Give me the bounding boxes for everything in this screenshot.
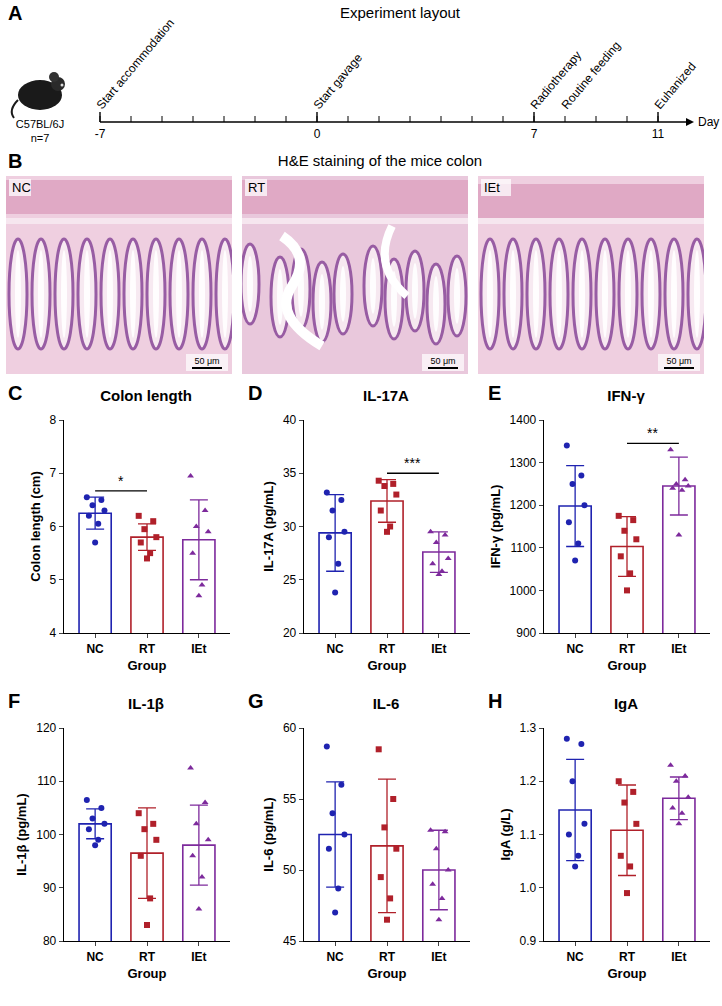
svg-text:IL-1β: IL-1β [128,695,164,712]
svg-text:NC: NC [326,950,344,964]
svg-text:5: 5 [50,573,57,587]
svg-text:8: 8 [50,413,57,427]
svg-text:Group: Group [608,966,647,981]
svg-text:110: 110 [37,774,56,788]
svg-text:11: 11 [652,127,665,141]
svg-text:Colon length: Colon length [100,387,192,404]
svg-text:IEt: IEt [671,642,686,656]
svg-text:900: 900 [516,626,536,640]
svg-text:1.3: 1.3 [520,721,537,735]
svg-text:IEt: IEt [191,950,206,964]
html-text:C: C [8,382,23,404]
svg-text:Colon length (cm): Colon length (cm) [28,471,43,582]
html-text:G: G [248,690,264,712]
svg-text:C57BL/6J: C57BL/6J [16,118,64,130]
svg-text:NC: NC [86,642,104,656]
svg-text:1000: 1000 [510,584,537,598]
svg-text:50 μm: 50 μm [666,356,691,366]
svg-text:Routine feeding: Routine feeding [559,39,624,112]
svg-text:7: 7 [50,466,57,480]
svg-text:0: 0 [314,127,321,141]
html-text:A: A [8,2,23,24]
svg-text:RT: RT [379,642,396,656]
svg-text:1300: 1300 [510,456,537,470]
svg-text:Start accommodation: Start accommodation [94,16,178,112]
svg-text:-7: -7 [95,127,106,141]
svg-text:NC: NC [326,642,344,656]
html-text:H: H [488,690,503,712]
svg-text:RT: RT [619,950,636,964]
svg-text:IEt: IEt [431,642,446,656]
svg-text:100: 100 [36,828,56,842]
svg-text:30: 30 [283,520,297,534]
svg-text:*: * [118,473,124,489]
svg-text:Day: Day [698,115,719,129]
svg-text:Group: Group [128,658,167,673]
html-text:B: B [8,150,23,172]
svg-text:NC: NC [12,180,31,195]
svg-text:50 μm: 50 μm [430,356,455,366]
svg-text:NC: NC [566,642,584,656]
html-text:D: D [248,382,263,404]
svg-text:RT: RT [619,642,636,656]
svg-text:IL-17A: IL-17A [363,387,409,404]
svg-text:1.2: 1.2 [520,774,537,788]
svg-text:IL-6 (pg/mL): IL-6 (pg/mL) [261,797,276,871]
svg-text:50 μm: 50 μm [194,356,219,366]
svg-text:n=7: n=7 [31,132,50,144]
svg-text:**: ** [647,425,658,441]
svg-text:120: 120 [36,721,56,735]
svg-text:IL-6: IL-6 [373,695,400,712]
svg-text:IL-17A (pg/mL): IL-17A (pg/mL) [261,481,276,572]
svg-text:RT: RT [248,180,265,195]
svg-text:25: 25 [283,573,297,587]
svg-text:1400: 1400 [510,413,537,427]
svg-text:6: 6 [50,520,57,534]
svg-text:RT: RT [139,950,156,964]
svg-text:1200: 1200 [510,498,537,512]
html-text:F: F [8,690,21,712]
svg-text:IEt: IEt [431,950,446,964]
svg-text:IEt: IEt [484,180,500,195]
svg-text:RT: RT [379,950,396,964]
svg-text:IEt: IEt [191,642,206,656]
svg-text:80: 80 [43,934,57,948]
svg-text:IFN-γ: IFN-γ [607,387,645,404]
svg-text:Group: Group [608,658,647,673]
svg-text:60: 60 [283,721,297,735]
svg-text:NC: NC [86,950,104,964]
svg-text:1100: 1100 [510,541,536,555]
html-text:E: E [488,382,502,404]
svg-text:45: 45 [283,934,297,948]
svg-text:1.0: 1.0 [520,881,537,895]
svg-text:IL-1β (pg/mL): IL-1β (pg/mL) [14,793,29,875]
svg-text:IEt: IEt [671,950,686,964]
svg-text:Group: Group [368,966,407,981]
svg-text:20: 20 [283,626,297,640]
svg-text:NC: NC [566,950,584,964]
svg-text:***: *** [404,455,421,471]
svg-text:Radiotherapy: Radiotherapy [527,48,585,112]
svg-text:IFN-γ (pg/mL): IFN-γ (pg/mL) [488,485,503,569]
svg-text:35: 35 [283,466,297,480]
svg-text:90: 90 [43,881,57,895]
svg-text:55: 55 [283,792,297,806]
svg-text:IgA (g/L): IgA (g/L) [498,808,513,860]
svg-text:H&E staining of the mice colon: H&E staining of the mice colon [278,152,482,169]
svg-text:40: 40 [283,413,297,427]
svg-text:1.1: 1.1 [520,828,537,842]
svg-text:0.9: 0.9 [520,934,537,948]
svg-text:Start gavage: Start gavage [311,51,366,112]
svg-text:Euhanized: Euhanized [652,59,699,111]
svg-text:Experiment layout: Experiment layout [340,4,461,21]
svg-text:4: 4 [50,626,57,640]
svg-text:IgA: IgA [614,695,638,712]
svg-text:7: 7 [531,127,538,141]
svg-text:Group: Group [368,658,407,673]
svg-text:50: 50 [283,863,297,877]
svg-text:Group: Group [128,966,167,981]
svg-text:RT: RT [139,642,156,656]
